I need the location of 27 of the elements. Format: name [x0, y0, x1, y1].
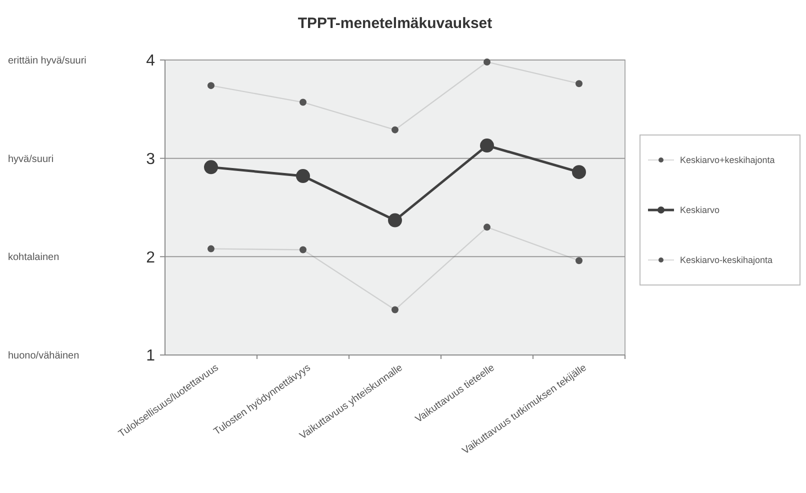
point — [484, 58, 490, 66]
text: huono/vähäinen — [8, 350, 80, 362]
point — [208, 245, 214, 252]
point — [296, 169, 310, 184]
y-tick-label: 1 — [146, 348, 156, 365]
text: erittäin hyvä/suuri — [8, 56, 86, 66]
point — [300, 246, 306, 254]
chart-title: TPPT-menetelmäkuvaukset — [298, 15, 492, 32]
legend-label: Keskiarvo+keskihajonta — [680, 155, 775, 166]
point — [484, 224, 490, 231]
point — [204, 160, 218, 174]
point — [576, 257, 582, 264]
point — [300, 98, 306, 106]
text: kohtalainen — [8, 252, 60, 264]
legend-label: Keskiarvo — [680, 205, 720, 216]
text: hyvä/suuri — [8, 154, 54, 165]
point — [572, 165, 586, 180]
point — [576, 80, 582, 88]
point — [480, 138, 494, 153]
point — [388, 213, 402, 228]
point — [208, 82, 214, 90]
legend-label: Keskiarvo-keskihajonta — [680, 255, 773, 266]
y-tick-label: 4 — [146, 52, 156, 70]
y-tick-label: 2 — [146, 249, 156, 266]
y-tick-label: 3 — [146, 150, 156, 168]
point — [392, 306, 398, 314]
point — [392, 126, 398, 134]
